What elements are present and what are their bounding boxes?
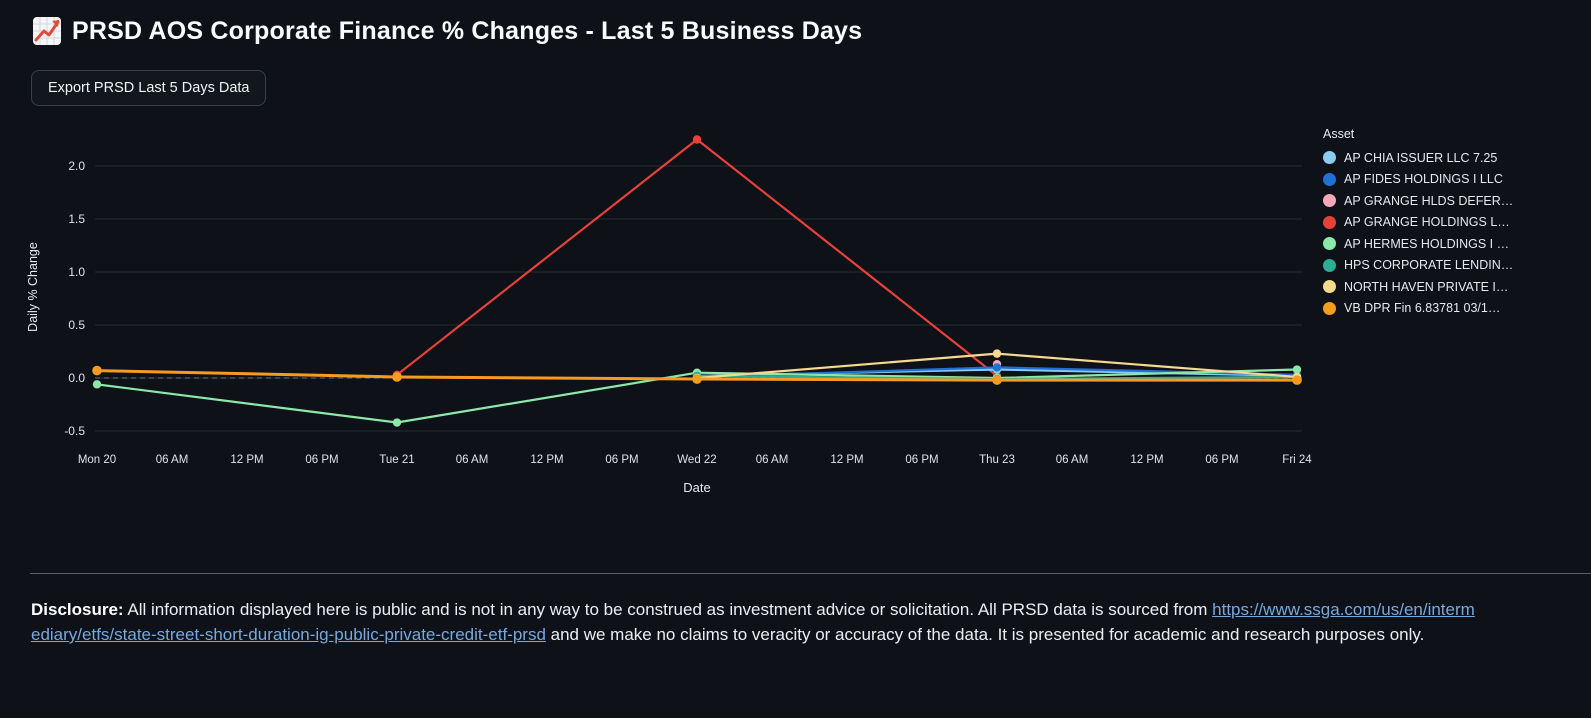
data-point-marker[interactable] <box>992 349 1002 358</box>
legend-item-label: VB DPR Fin 6.83781 03/1… <box>1344 301 1501 316</box>
data-point-marker[interactable] <box>692 374 702 384</box>
data-point-marker[interactable] <box>392 418 402 427</box>
legend-item[interactable]: HPS CORPORATE LENDIN… <box>1323 255 1585 277</box>
legend-item-label: AP GRANGE HOLDINGS L… <box>1344 215 1510 230</box>
legend-color-dot <box>1323 194 1336 208</box>
x-tick-label: 06 AM <box>1056 454 1089 466</box>
chart-increasing-icon <box>32 16 62 46</box>
disclosure-body-1: All information displayed here is public… <box>123 600 1213 619</box>
legend-color-dot <box>1323 215 1336 229</box>
legend-color-dot <box>1323 151 1336 165</box>
legend-item-label: AP CHIA ISSUER LLC 7.25 <box>1344 150 1498 165</box>
x-tick-label: 06 PM <box>905 454 938 466</box>
data-point-marker[interactable] <box>1292 375 1302 385</box>
legend-item-label: AP FIDES HOLDINGS I LLC <box>1344 172 1503 187</box>
x-tick-label: Tue 21 <box>379 454 414 466</box>
legend-item[interactable]: AP HERMES HOLDINGS I … <box>1323 233 1585 255</box>
data-point-marker[interactable] <box>1292 365 1302 374</box>
legend-item-label: AP GRANGE HLDS DEFER… <box>1344 193 1514 208</box>
x-tick-label: 06 AM <box>156 454 189 466</box>
data-point-marker[interactable] <box>992 375 1002 385</box>
legend-item-label: HPS CORPORATE LENDIN… <box>1344 258 1514 273</box>
legend-color-dot <box>1323 301 1336 315</box>
legend-color-dot <box>1323 258 1336 272</box>
y-tick-label: 0.0 <box>68 371 85 385</box>
x-tick-label: 12 PM <box>830 454 863 466</box>
disclosure-body-2: and we make no claims to veracity or acc… <box>545 625 1425 644</box>
legend-color-dot <box>1323 280 1336 294</box>
x-tick-label: 06 PM <box>605 454 638 466</box>
legend-item[interactable]: AP CHIA ISSUER LLC 7.25 <box>1323 147 1585 169</box>
y-tick-label: 2.0 <box>68 159 85 173</box>
page-title: PRSD AOS Corporate Finance % Changes - L… <box>72 16 863 45</box>
y-axis-label: Daily % Change <box>26 242 40 332</box>
legend-color-dot <box>1323 237 1336 251</box>
y-tick-label: 0.5 <box>68 318 85 332</box>
data-point-marker[interactable] <box>692 135 702 144</box>
legend-item[interactable]: VB DPR Fin 6.83781 03/1… <box>1323 298 1585 320</box>
section-divider <box>30 573 1591 574</box>
x-tick-label: 06 PM <box>305 454 338 466</box>
x-tick-label: 12 PM <box>1130 454 1163 466</box>
data-point-marker[interactable] <box>392 372 402 382</box>
x-tick-label: Mon 20 <box>78 454 116 466</box>
x-tick-label: 12 PM <box>230 454 263 466</box>
x-axis-label: Date <box>683 480 710 495</box>
data-point-marker[interactable] <box>92 365 102 376</box>
y-tick-label: 1.5 <box>68 212 85 226</box>
x-tick-label: 06 AM <box>456 454 489 466</box>
data-point-marker[interactable] <box>992 363 1002 372</box>
legend-item[interactable]: AP GRANGE HOLDINGS L… <box>1323 212 1585 234</box>
legend-item[interactable]: NORTH HAVEN PRIVATE I… <box>1323 276 1585 298</box>
ssga-source-link[interactable]: https://www.ssga.com/us/en/intermediary/… <box>31 600 1475 644</box>
legend-color-dot <box>1323 172 1336 186</box>
x-tick-label: Fri 24 <box>1282 454 1312 466</box>
x-tick-label: Wed 22 <box>677 454 716 466</box>
legend-title: Asset <box>1323 127 1355 141</box>
x-tick-label: 06 PM <box>1205 454 1238 466</box>
data-point-marker[interactable] <box>92 380 102 389</box>
series-line[interactable] <box>395 138 999 377</box>
disclosure-text: Disclosure: All information displayed he… <box>31 597 1480 647</box>
legend-items: AP CHIA ISSUER LLC 7.25 AP FIDES HOLDINGS… <box>1323 147 1585 319</box>
page-header: PRSD AOS Corporate Finance % Changes - L… <box>32 16 862 46</box>
y-tick-label: 1.0 <box>68 265 85 279</box>
y-tick-label: -0.5 <box>64 424 85 438</box>
legend-item[interactable]: AP GRANGE HLDS DEFER… <box>1323 190 1585 212</box>
legend-item-label: AP HERMES HOLDINGS I … <box>1344 236 1510 251</box>
line-chart[interactable]: 2.0 1.5 1.0 0.5 0.0 -0.5 Mon 20 06 AM 12 PM 06 PM… <box>0 118 1340 513</box>
x-tick-label: 12 PM <box>530 454 563 466</box>
x-tick-label: 06 AM <box>756 454 789 466</box>
chart-legend: Asset AP CHIA ISSUER LLC 7.25 AP FIDES HO… <box>1323 127 1585 319</box>
disclosure-label: Disclosure: <box>31 600 124 619</box>
chart-canvas[interactable]: 2.0 1.5 1.0 0.5 0.0 -0.5 Mon 20 06 AM 12 PM 06 PM… <box>0 118 1340 513</box>
legend-item[interactable]: AP FIDES HOLDINGS I LLC <box>1323 169 1585 191</box>
legend-item-label: NORTH HAVEN PRIVATE I… <box>1344 279 1509 294</box>
export-data-button[interactable]: Export PRSD Last 5 Days Data <box>31 70 267 106</box>
x-tick-label: Thu 23 <box>979 454 1015 466</box>
